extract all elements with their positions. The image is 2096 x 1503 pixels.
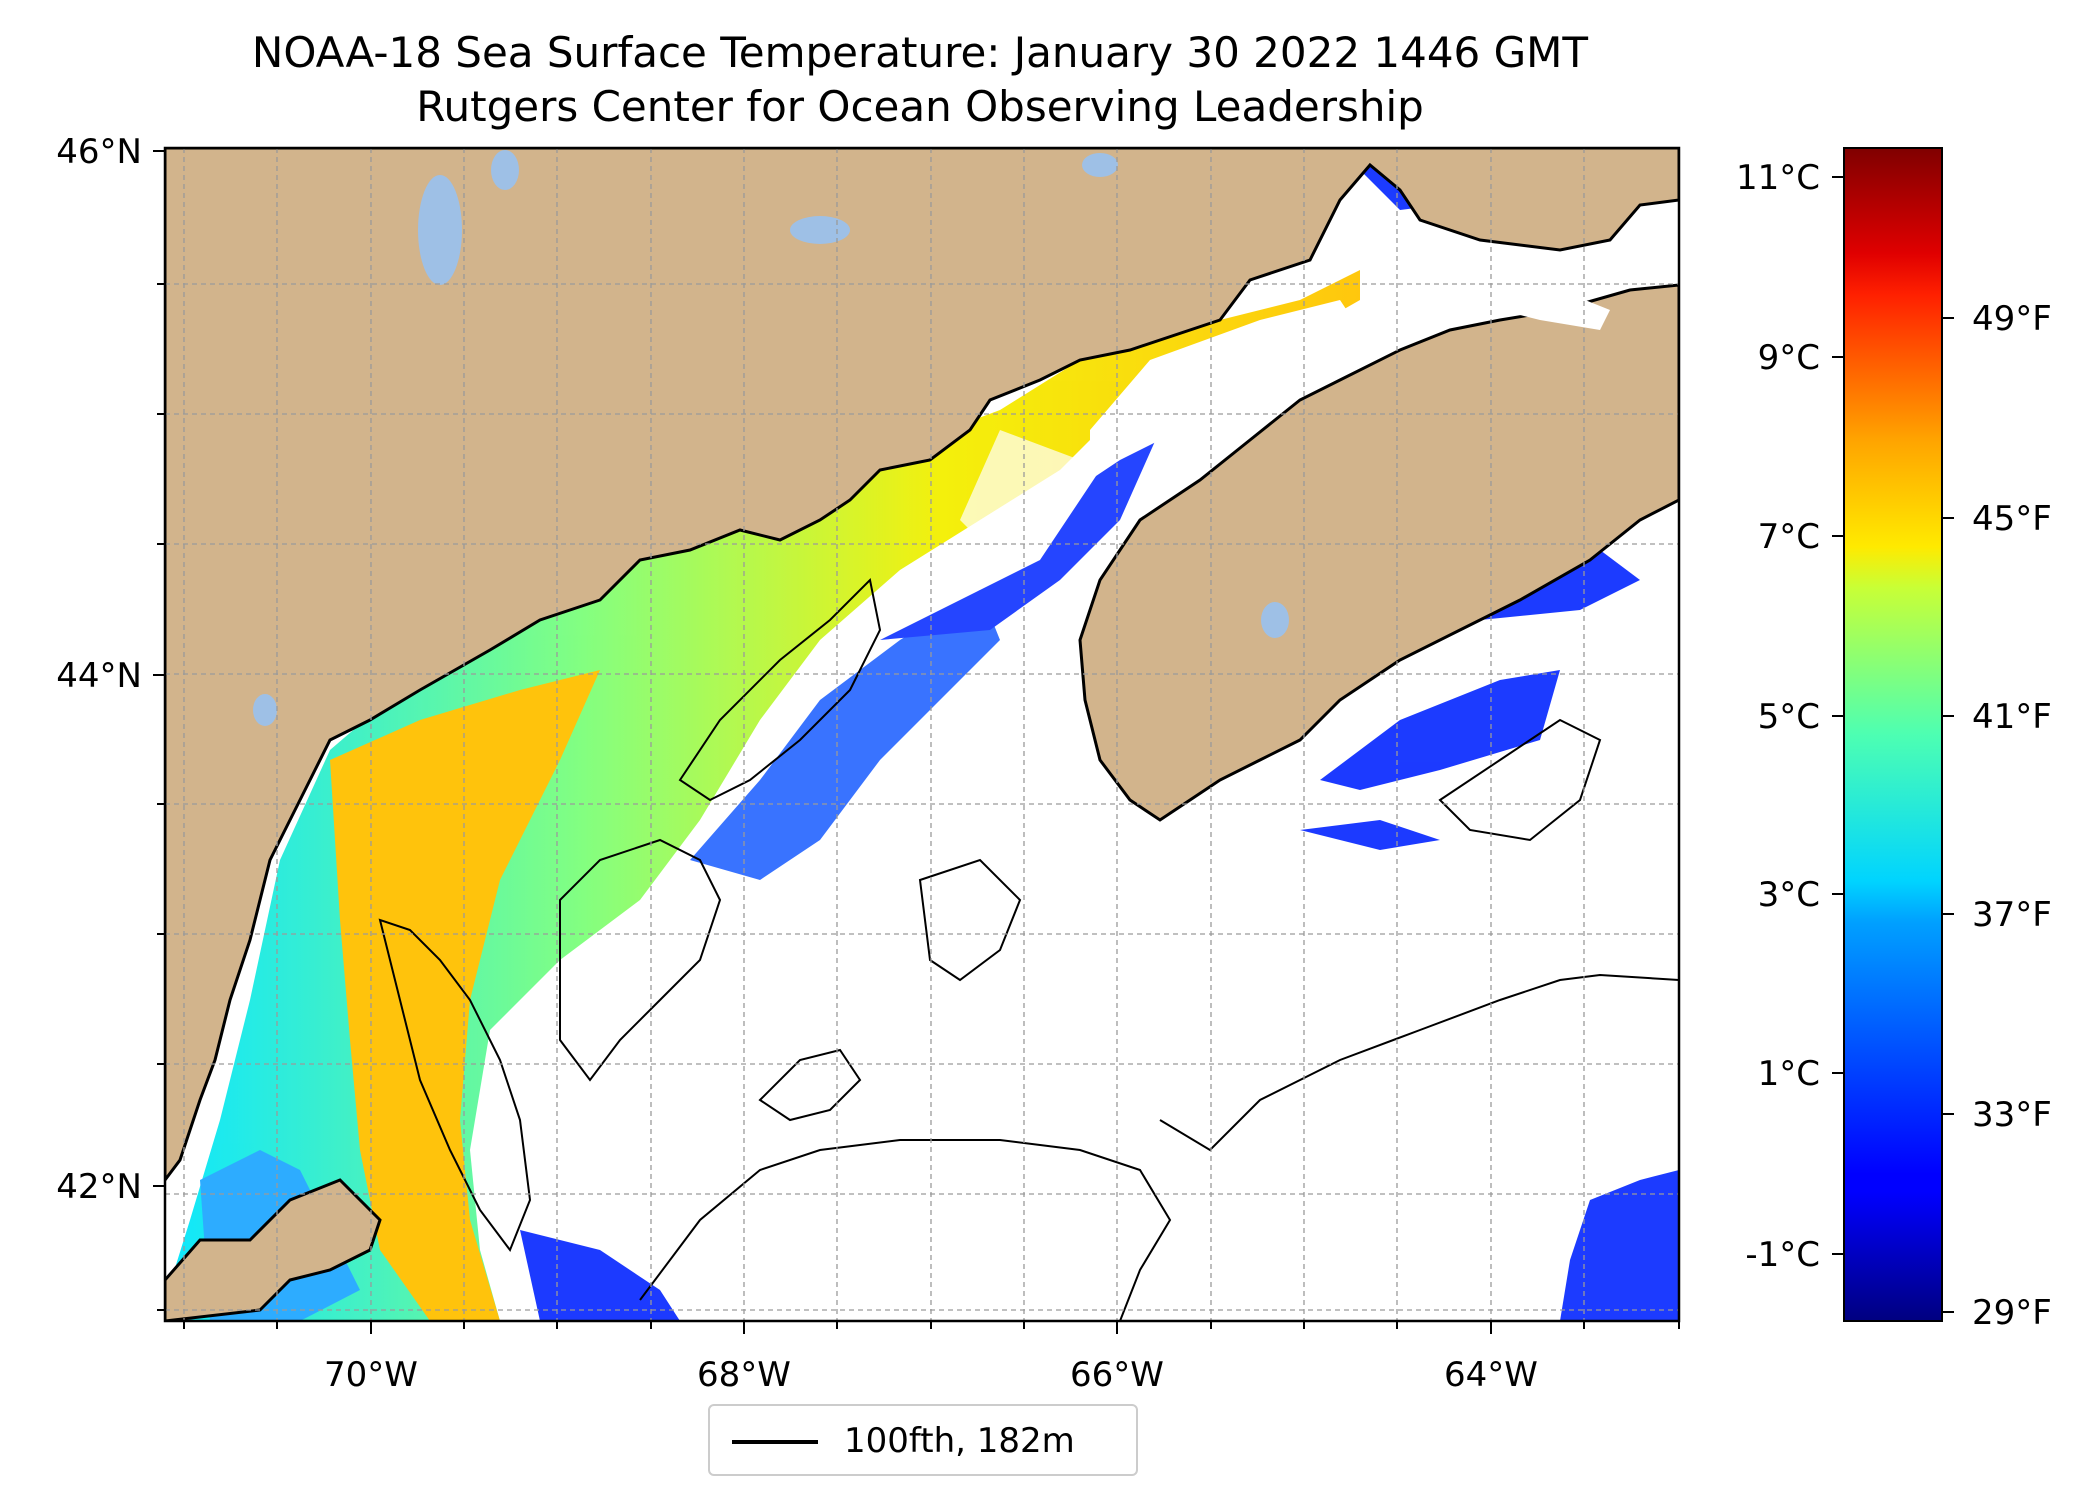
cbar-f-37: 37°F [1972,895,2052,935]
cbar-c-minus1: -1°C [1745,1235,1820,1275]
lat-label-44n: 44°N [56,656,142,696]
cbar-f-33: 33°F [1972,1095,2052,1135]
lon-label-64w: 64°W [1444,1355,1538,1395]
cbar-f-45: 45°F [1972,499,2052,539]
lakes [253,150,1289,726]
lon-tick-marks [183,1321,1680,1334]
colorbar [1843,147,1943,1322]
map-area [165,148,1679,1321]
cbar-c-7: 7°C [1758,517,1820,557]
chart-title: NOAA-18 Sea Surface Temperature: January… [251,28,1589,77]
cbar-c-11: 11°C [1736,158,1820,198]
cbar-c-3: 3°C [1758,875,1820,915]
colorbar-fahrenheit-ticks [1942,317,1954,1313]
cbar-f-41: 41°F [1972,697,2052,737]
lat-tick-marks [153,150,165,1311]
gridlines [165,148,1679,1321]
map-frame [163,146,1681,1323]
legend-line-swatch [732,1440,818,1444]
lon-label-70w: 70°W [324,1355,418,1395]
isobath-100fth [378,577,1679,1321]
cbar-f-49: 49°F [1972,299,2052,339]
cbar-f-29: 29°F [1972,1293,2052,1333]
colorbar-celsius-ticks [1832,176,1844,1255]
lat-label-46n: 46°N [56,132,142,172]
legend-label: 100fth, 182m [844,1421,1075,1461]
cbar-c-5: 5°C [1758,697,1820,737]
cbar-c-9: 9°C [1758,338,1820,378]
cbar-c-1: 1°C [1758,1054,1820,1094]
cloud-mask [960,300,1360,560]
lat-label-42n: 42°N [56,1167,142,1207]
land [165,148,1679,1321]
chart-subtitle: Rutgers Center for Ocean Observing Leade… [416,82,1424,131]
lon-label-66w: 66°W [1070,1355,1164,1395]
lon-label-68w: 68°W [697,1355,791,1395]
legend: 100fth, 182m [708,1404,1138,1476]
